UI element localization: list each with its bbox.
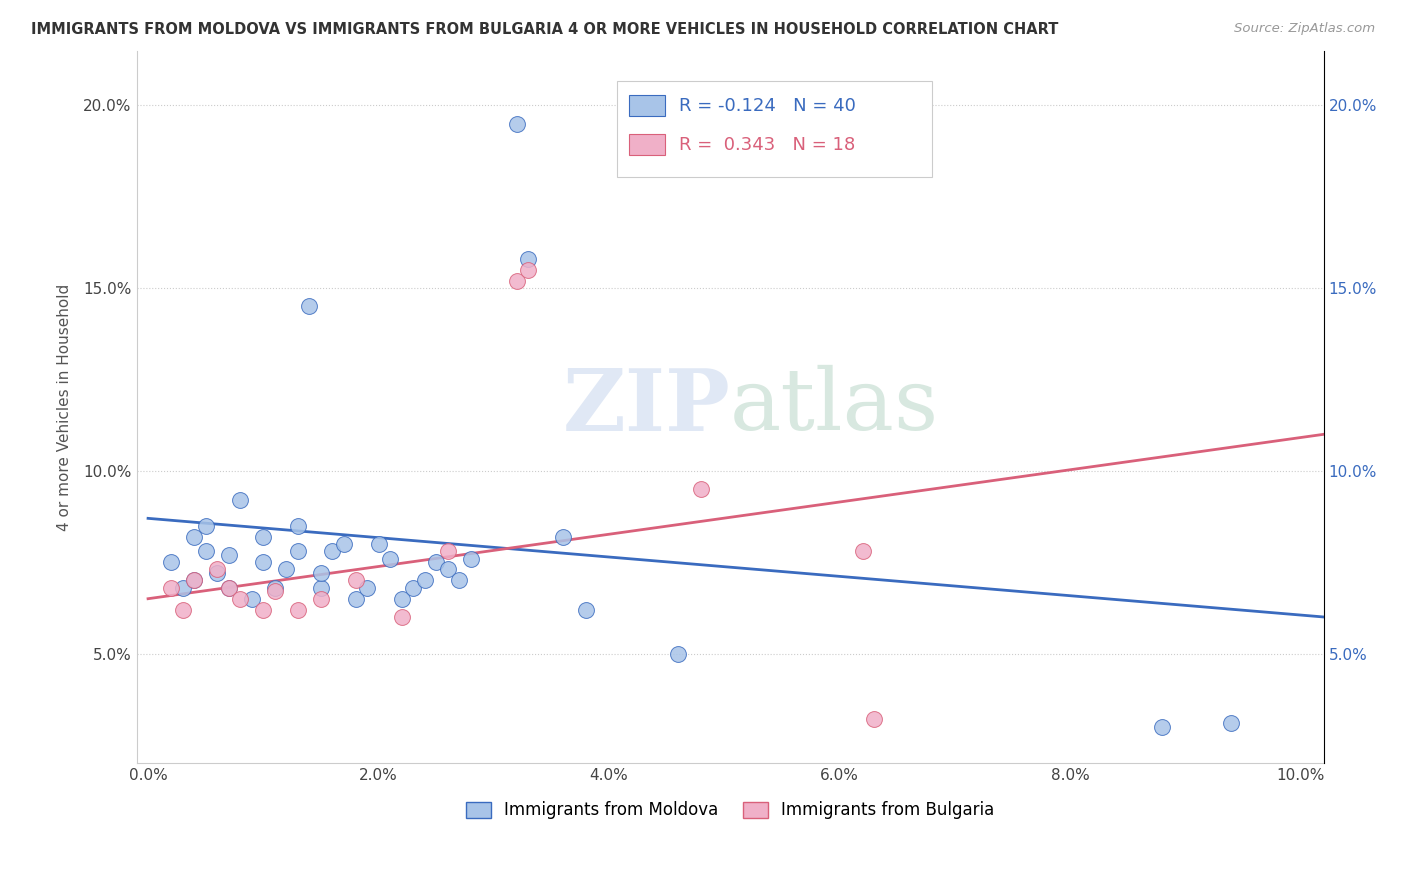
Point bbox=[436, 544, 458, 558]
Point bbox=[252, 555, 274, 569]
Text: ZIP: ZIP bbox=[562, 365, 730, 449]
Legend: Immigrants from Moldova, Immigrants from Bulgaria: Immigrants from Moldova, Immigrants from… bbox=[458, 795, 1001, 826]
Point bbox=[276, 562, 298, 576]
Point bbox=[218, 548, 240, 562]
Point bbox=[263, 581, 285, 595]
Point bbox=[436, 562, 458, 576]
Point bbox=[160, 581, 183, 595]
Point bbox=[160, 555, 183, 569]
Point bbox=[183, 574, 205, 588]
Point bbox=[402, 581, 425, 595]
Point bbox=[321, 544, 343, 558]
Point bbox=[205, 566, 228, 581]
Point bbox=[309, 566, 332, 581]
Point bbox=[690, 482, 713, 496]
Point bbox=[287, 602, 309, 616]
Point bbox=[172, 581, 194, 595]
Point bbox=[229, 493, 252, 508]
Point bbox=[391, 610, 413, 624]
Text: R = -0.124   N = 40: R = -0.124 N = 40 bbox=[679, 96, 856, 114]
Point bbox=[205, 562, 228, 576]
Point bbox=[449, 574, 471, 588]
Point bbox=[863, 712, 886, 726]
FancyBboxPatch shape bbox=[617, 80, 932, 177]
Text: IMMIGRANTS FROM MOLDOVA VS IMMIGRANTS FROM BULGARIA 4 OR MORE VEHICLES IN HOUSEH: IMMIGRANTS FROM MOLDOVA VS IMMIGRANTS FR… bbox=[31, 22, 1059, 37]
Point bbox=[391, 591, 413, 606]
Point bbox=[229, 591, 252, 606]
Point bbox=[344, 591, 367, 606]
Point bbox=[183, 574, 205, 588]
Point bbox=[1152, 720, 1174, 734]
Point bbox=[309, 591, 332, 606]
Point bbox=[344, 574, 367, 588]
Point bbox=[252, 602, 274, 616]
Point bbox=[425, 555, 447, 569]
Point bbox=[575, 602, 598, 616]
Point bbox=[194, 518, 217, 533]
Point bbox=[287, 544, 309, 558]
Point bbox=[413, 574, 436, 588]
Point bbox=[263, 584, 285, 599]
Point bbox=[367, 537, 389, 551]
Point bbox=[183, 530, 205, 544]
Point bbox=[551, 530, 574, 544]
Bar bbox=[630, 134, 665, 155]
Point bbox=[298, 300, 321, 314]
Y-axis label: 4 or more Vehicles in Household: 4 or more Vehicles in Household bbox=[58, 284, 72, 531]
Bar bbox=[630, 95, 665, 116]
Point bbox=[517, 252, 540, 266]
Point bbox=[506, 274, 529, 288]
Point bbox=[506, 117, 529, 131]
Point bbox=[218, 581, 240, 595]
Point bbox=[378, 551, 401, 566]
Point bbox=[218, 581, 240, 595]
Point bbox=[666, 647, 689, 661]
Point bbox=[252, 530, 274, 544]
Text: R =  0.343   N = 18: R = 0.343 N = 18 bbox=[679, 136, 855, 153]
Point bbox=[240, 591, 263, 606]
Point bbox=[852, 544, 875, 558]
Point bbox=[287, 518, 309, 533]
Point bbox=[1220, 715, 1243, 730]
Point bbox=[194, 544, 217, 558]
Point bbox=[356, 581, 378, 595]
Point bbox=[460, 551, 482, 566]
Text: Source: ZipAtlas.com: Source: ZipAtlas.com bbox=[1234, 22, 1375, 36]
Point bbox=[172, 602, 194, 616]
Point bbox=[333, 537, 356, 551]
Point bbox=[309, 581, 332, 595]
Point bbox=[517, 263, 540, 277]
Text: atlas: atlas bbox=[730, 366, 939, 449]
